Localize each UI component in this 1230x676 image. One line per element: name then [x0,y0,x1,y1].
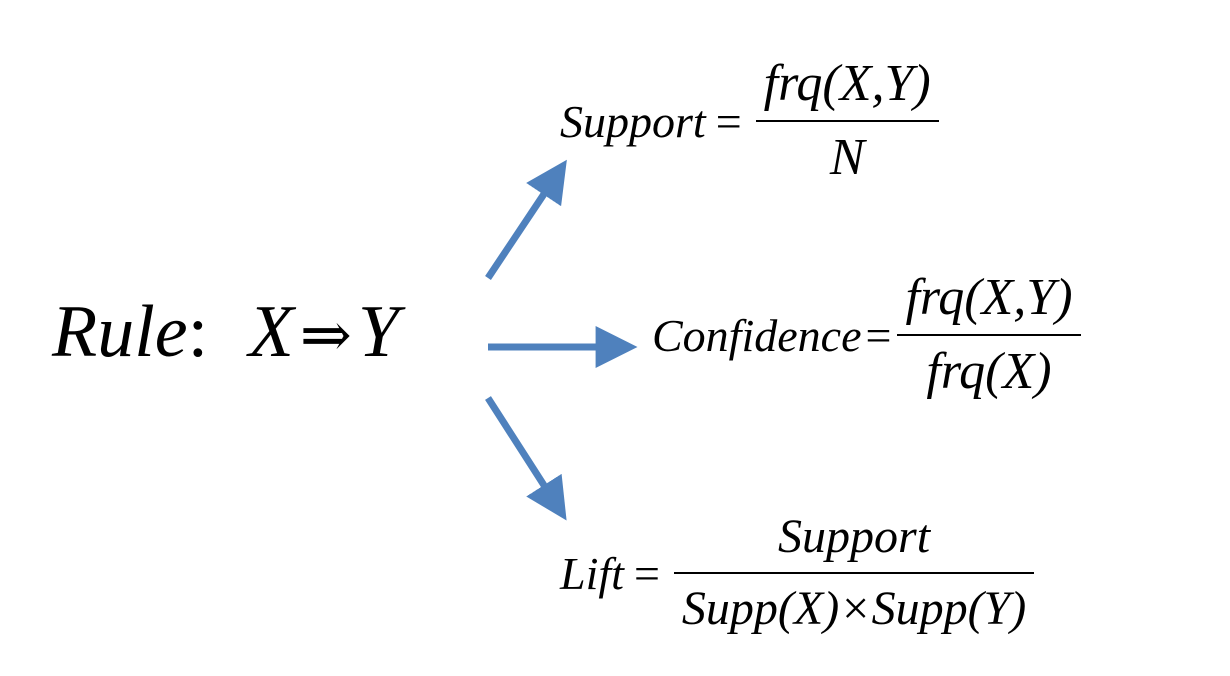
rule-label: Rule [52,291,188,373]
support-fraction: frq(X,Y) N [755,52,939,190]
lift-name: Lift [560,547,624,599]
confidence-equals: = [865,309,892,361]
confidence-fraction-bar [897,334,1081,336]
lift-fraction-bar [673,572,1035,574]
confidence-formula: Confidence = frq(X,Y) frq(X) [652,266,1081,404]
lift-numerator: Support [778,510,931,563]
arrow-to-lift [485,396,567,521]
lift-fraction: Support Supp(X)×Supp(Y) [673,506,1035,640]
confidence-fraction: frq(X,Y) frq(X) [897,266,1081,404]
confidence-denominator: frq(X) [926,343,1052,400]
lift-equals: = [633,547,660,599]
lift-denominator: Supp(X)×Supp(Y) [681,582,1027,635]
support-numerator: frq(X,Y) [763,55,931,112]
rule-consequent: Y [357,291,399,373]
lift-formula: Lift = Support Supp(X)×Supp(Y) [560,506,1035,640]
arrow-to-support [485,159,567,280]
confidence-numerator: frq(X,Y) [905,269,1073,326]
support-denominator: N [829,129,865,186]
confidence-name: Confidence [652,309,862,361]
support-equals: = [715,95,742,147]
rule-colon: : [187,291,209,373]
support-formula: Support = frq(X,Y) N [560,52,939,190]
rule-antecedent: X [248,291,294,373]
implies-symbol: ⇒ [299,302,352,370]
support-name: Support [560,95,706,147]
support-fraction-bar [755,120,939,122]
rule-expression: Rule: X⇒Y [52,282,399,386]
